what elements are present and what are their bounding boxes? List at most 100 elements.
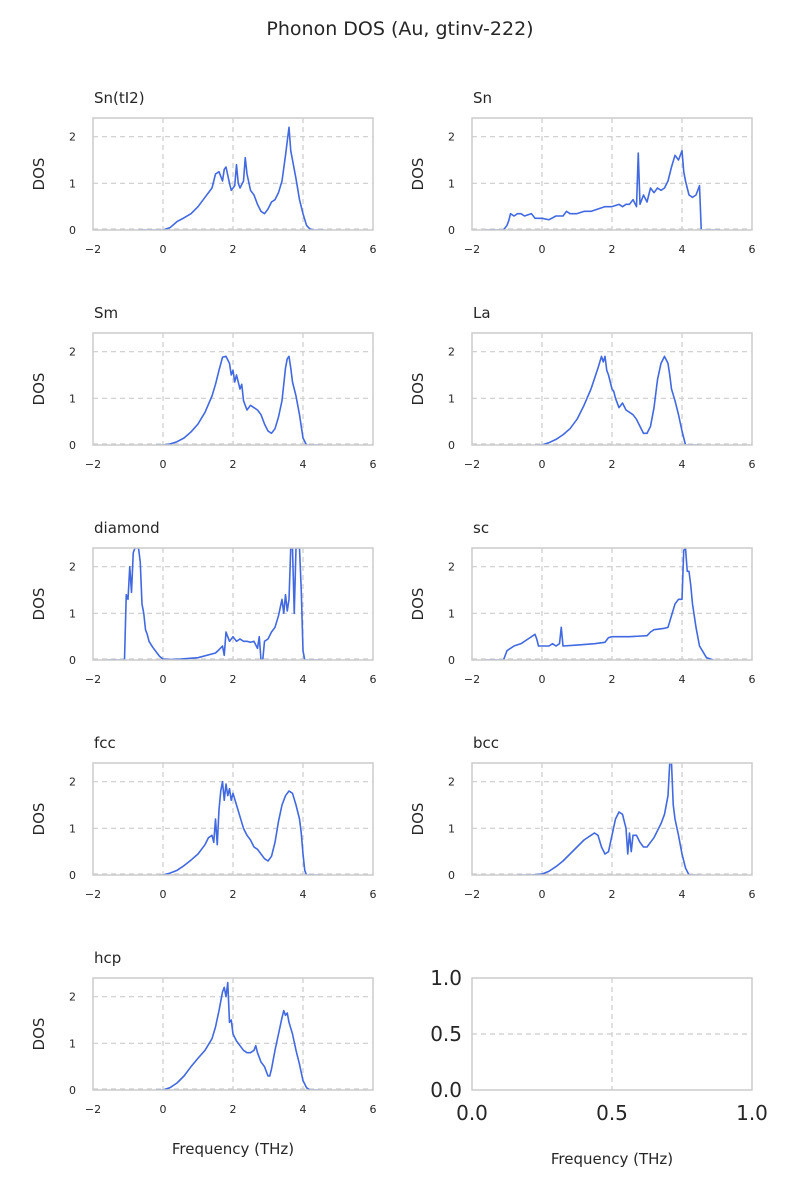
x-tick-label: 0: [539, 673, 546, 686]
panel-title: Sm: [94, 304, 118, 322]
y-tick-label: 2: [69, 991, 76, 1004]
x-tick-label: −2: [85, 673, 101, 686]
y-tick-label: 0: [448, 869, 455, 882]
dos-series-line: [138, 126, 324, 230]
x-tick-label: 4: [300, 1103, 307, 1116]
x-tick-label: −2: [85, 1103, 101, 1116]
y-tick-label: 1: [69, 392, 76, 405]
y-tick-label: 0: [69, 654, 76, 667]
y-tick-label: 1.0: [430, 966, 462, 990]
panel-title: Sn(tI2): [94, 89, 145, 107]
x-tick-label: 6: [749, 673, 756, 686]
dos-series-line: [156, 981, 321, 1090]
x-tick-label: 2: [609, 888, 616, 901]
y-tick-label: 2: [69, 776, 76, 789]
axes-frame: [471, 762, 753, 876]
axes-frame: [92, 762, 374, 876]
axes-frame: [471, 977, 753, 1091]
figure-title: Phonon DOS (Au, gtinv-222): [266, 18, 534, 40]
y-tick-label: 0: [69, 224, 76, 237]
axes-frame: [471, 547, 753, 661]
x-tick-label: −2: [85, 888, 101, 901]
y-tick-label: 0: [448, 654, 455, 667]
x-tick-label: −2: [85, 458, 101, 471]
dos-series-line: [535, 355, 700, 445]
panel-title: sc: [473, 519, 489, 537]
y-axis-label: DOS: [30, 803, 48, 836]
x-tick-label: 2: [609, 458, 616, 471]
y-tick-label: 2: [69, 131, 76, 144]
x-tick-label: 0: [160, 888, 167, 901]
panel-diamond: −2 0 2 4 6 0 1 2 DOS diamond: [30, 519, 377, 686]
x-tick-label: 6: [749, 458, 756, 471]
panel-hcp: −2 0 2 4 6 0 1 2 DOS hcp Frequency (THz): [30, 949, 377, 1158]
panel-title: Sn: [473, 89, 492, 107]
x-tick-label: 2: [230, 888, 237, 901]
axes-frame: [92, 332, 374, 446]
x-tick-label: 6: [370, 243, 377, 256]
y-axis-label: DOS: [409, 588, 427, 621]
dos-series-line: [159, 780, 321, 875]
y-axis-label: DOS: [30, 158, 48, 191]
panel-title: fcc: [94, 734, 116, 752]
x-tick-label: 2: [609, 673, 616, 686]
panel-empty: 0.0 0.5 1.0 0.0 0.5 1.0 Frequency (THz): [430, 966, 768, 1168]
axes-frame: [92, 547, 374, 661]
x-tick-label: 0: [160, 243, 167, 256]
y-tick-label: 0.5: [430, 1022, 462, 1046]
x-tick-label: 6: [370, 673, 377, 686]
x-tick-label: 2: [230, 673, 237, 686]
axes-frame: [471, 117, 753, 231]
panel-title: diamond: [94, 519, 160, 537]
x-tick-label: 6: [749, 243, 756, 256]
y-axis-label: DOS: [30, 1018, 48, 1051]
y-tick-label: 0: [69, 1084, 76, 1097]
x-tick-label: 4: [679, 673, 686, 686]
x-axis-label: Frequency (THz): [551, 1150, 673, 1168]
dos-series-line: [156, 355, 321, 445]
panel-sc: −2 0 2 4 6 0 1 2 DOS sc: [409, 519, 756, 686]
y-tick-label: 1: [69, 607, 76, 620]
panel-sn-ti2-: −2 0 2 4 6 0 1 2 DOS Sn(tI2): [30, 89, 377, 256]
y-tick-label: 2: [448, 346, 455, 359]
x-axis-label: Frequency (THz): [172, 1140, 294, 1158]
x-tick-label: −2: [464, 673, 480, 686]
panel-fcc: −2 0 2 4 6 0 1 2 DOS fcc: [30, 734, 377, 901]
x-tick-label: 0: [539, 243, 546, 256]
x-tick-label: −2: [464, 888, 480, 901]
x-tick-label: 0: [160, 673, 167, 686]
x-tick-label: 4: [679, 888, 686, 901]
panel-title: La: [473, 304, 491, 322]
y-tick-label: 0.0: [430, 1078, 462, 1102]
y-tick-label: 2: [448, 776, 455, 789]
panel-sm: −2 0 2 4 6 0 1 2 DOS Sm: [30, 304, 377, 471]
x-tick-label: −2: [464, 243, 480, 256]
y-tick-label: 2: [448, 131, 455, 144]
panel-bcc: −2 0 2 4 6 0 1 2 DOS bcc: [409, 734, 756, 901]
x-tick-label: 4: [679, 243, 686, 256]
x-tick-label: 2: [230, 243, 237, 256]
y-axis-label: DOS: [409, 158, 427, 191]
x-tick-label: 2: [230, 1103, 237, 1116]
x-tick-label: −2: [85, 243, 101, 256]
y-tick-label: 1: [69, 822, 76, 835]
panel-sn: −2 0 2 4 6 0 1 2 DOS Sn: [409, 89, 756, 256]
x-tick-label: 6: [749, 888, 756, 901]
y-tick-label: 0: [448, 224, 455, 237]
panel-title: hcp: [94, 949, 121, 967]
x-tick-label: 1.0: [736, 1101, 768, 1125]
x-tick-label: 0.0: [456, 1101, 488, 1125]
y-axis-label: DOS: [409, 373, 427, 406]
panel-la: −2 0 2 4 6 0 1 2 DOS La: [409, 304, 756, 471]
x-tick-label: 0: [160, 1103, 167, 1116]
y-axis-label: DOS: [30, 588, 48, 621]
y-tick-label: 0: [448, 439, 455, 452]
y-tick-label: 1: [448, 822, 455, 835]
panel-title: bcc: [473, 734, 499, 752]
x-tick-label: 6: [370, 888, 377, 901]
y-tick-label: 1: [448, 607, 455, 620]
x-tick-label: −2: [464, 458, 480, 471]
y-axis-label: DOS: [409, 803, 427, 836]
axes-frame: [471, 332, 753, 446]
